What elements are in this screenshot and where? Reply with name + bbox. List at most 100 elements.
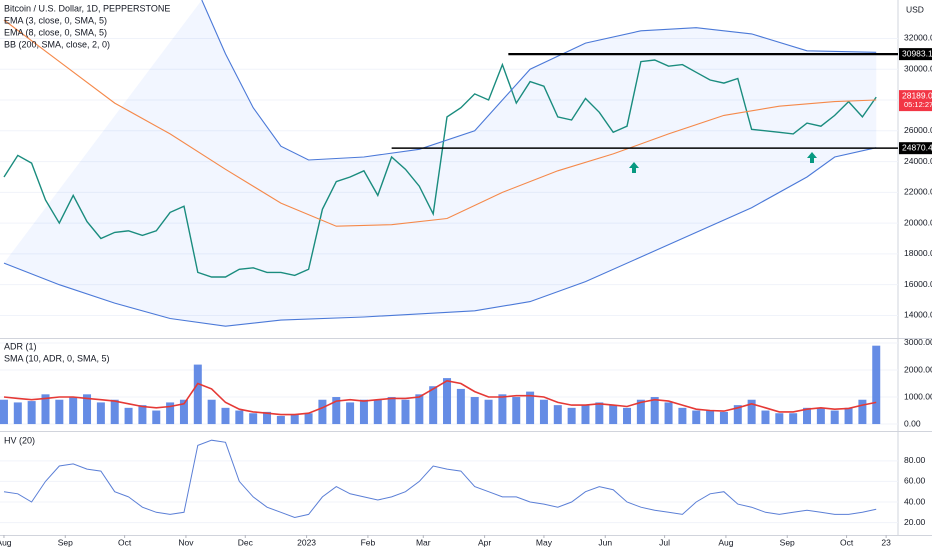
x-tick-label: Feb	[361, 537, 376, 547]
bar	[110, 399, 119, 425]
bar	[152, 410, 161, 425]
y-tick-label: 80.00	[904, 455, 926, 465]
bar	[761, 410, 770, 425]
bar	[581, 405, 590, 425]
bar	[706, 410, 715, 425]
bar	[623, 407, 632, 425]
bar	[332, 397, 341, 425]
y-tick-label: 20000.00	[904, 217, 932, 227]
bar	[138, 405, 147, 425]
bar	[83, 394, 92, 425]
legend-entry: EMA (3, close, 0, SMA, 5)	[4, 15, 107, 25]
bar	[636, 399, 645, 425]
level-label: 30983.15	[902, 48, 932, 58]
legend-entry: HV (20)	[4, 435, 35, 445]
bar	[124, 407, 133, 425]
currency: USD	[906, 4, 924, 14]
y-tick-label: 22000.00	[904, 187, 932, 197]
bar	[276, 415, 285, 425]
bar	[235, 410, 244, 425]
y-tick-label: 18000.00	[904, 248, 932, 258]
x-tick-label: May	[536, 537, 553, 547]
bar	[346, 402, 355, 425]
bar	[387, 397, 396, 425]
bar	[526, 391, 535, 425]
y-tick-label: 30000.00	[904, 63, 932, 73]
legend-entry: SMA (10, ADR, 0, SMA, 5)	[4, 353, 110, 363]
bar	[166, 402, 175, 425]
level-label: 24870.49	[902, 142, 932, 152]
y-tick-label: 2000.00	[904, 364, 932, 374]
bar	[567, 407, 576, 425]
bar	[789, 413, 798, 425]
arrow-up	[629, 162, 639, 173]
bar	[844, 407, 853, 425]
y-tick-label: 3000.00	[904, 337, 932, 347]
bar	[456, 388, 465, 425]
x-tick-label: Jun	[598, 537, 612, 547]
bar	[207, 399, 216, 425]
bar	[179, 399, 188, 425]
pane	[0, 342, 898, 425]
legend-entry: EMA (8, close, 0, SMA, 5)	[4, 27, 107, 37]
y-tick-label: 16000.00	[904, 279, 932, 289]
y-tick-label: 1000.00	[904, 391, 932, 401]
bar	[0, 399, 8, 425]
bar	[304, 413, 313, 425]
y-tick-label: 20.00	[904, 517, 926, 527]
x-tick-label: Aug	[718, 537, 733, 547]
bar	[512, 397, 521, 425]
y-tick-label: 40.00	[904, 496, 926, 506]
countdown: 05:12:27	[904, 100, 932, 109]
bar	[692, 410, 701, 425]
bar	[553, 405, 562, 425]
bar	[803, 407, 812, 425]
x-tick-label: Sep	[780, 537, 795, 547]
bar	[221, 407, 230, 425]
bar	[429, 386, 438, 425]
x-tick-label: Aug	[0, 537, 12, 547]
bar	[498, 394, 507, 425]
price-line	[3, 59, 877, 278]
sma-line	[3, 379, 877, 416]
bar	[96, 402, 105, 425]
x-tick-label: Dec	[238, 537, 254, 547]
bar	[595, 402, 604, 425]
bar	[650, 397, 659, 425]
bar	[609, 405, 618, 425]
x-tick-label: 2023	[297, 537, 316, 547]
last-price-label: 28189.00	[902, 90, 932, 100]
bar	[470, 397, 479, 425]
x-tick-label: Jul	[659, 537, 670, 547]
bar	[830, 410, 839, 425]
bar	[69, 397, 78, 425]
x-tick-label: Sep	[58, 537, 73, 547]
bar	[373, 399, 382, 425]
bar	[55, 399, 64, 425]
bar	[27, 401, 36, 425]
legend-entry: BB (200, SMA, close, 2, 0)	[4, 39, 110, 49]
bar	[193, 364, 202, 425]
bar	[318, 399, 327, 425]
x-tick-label: Oct	[840, 537, 854, 547]
bb-basis	[3, 19, 877, 227]
legend-entry: ADR (1)	[4, 341, 37, 351]
y-tick-label: 60.00	[904, 476, 926, 486]
bar	[678, 407, 687, 425]
bar	[733, 405, 742, 425]
y-tick-label: 24000.00	[904, 156, 932, 166]
bar	[41, 394, 50, 425]
bar	[13, 402, 22, 425]
bar	[401, 399, 410, 425]
x-tick-label: Mar	[416, 537, 431, 547]
bar	[263, 411, 272, 425]
chart-title: Bitcoin / U.S. Dollar, 1D, PEPPERSTONE	[4, 3, 170, 13]
bb-band	[201, 0, 877, 161]
bb-band	[3, 147, 877, 327]
bar	[249, 413, 258, 425]
bar	[290, 414, 299, 425]
pane	[0, 0, 898, 327]
x-tick-label: 23	[881, 537, 891, 547]
